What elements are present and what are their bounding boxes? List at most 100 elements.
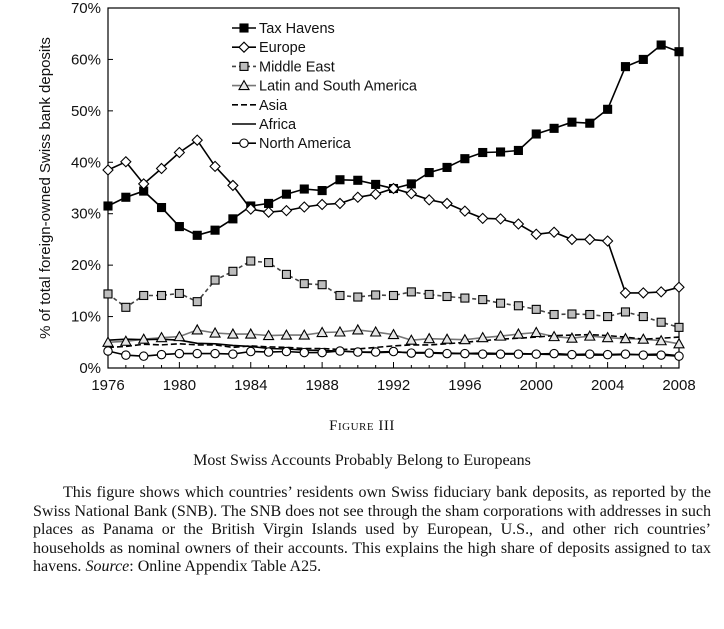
point-tax-havens bbox=[299, 184, 309, 194]
point-tax-havens bbox=[335, 175, 345, 185]
point-tax-havens bbox=[460, 154, 470, 164]
point-tax-havens bbox=[103, 201, 113, 211]
point-tax-havens bbox=[406, 179, 416, 189]
point-middle-east bbox=[406, 287, 416, 297]
point-europe bbox=[459, 205, 471, 217]
figure-label: Figure III bbox=[329, 418, 395, 434]
point-north-america bbox=[477, 349, 488, 359]
legend-label-tax-havens: Tax Havens bbox=[259, 21, 335, 37]
point-tax-havens bbox=[442, 162, 452, 172]
legend-marker-middle-east bbox=[239, 61, 249, 71]
point-tax-havens bbox=[513, 145, 523, 156]
point-europe bbox=[584, 233, 596, 246]
point-europe bbox=[387, 182, 400, 195]
legend-marker-tax-havens bbox=[239, 23, 249, 33]
legend: Tax Havens Europe Middle East Latin and Sou… bbox=[232, 21, 418, 152]
point-latin-and-south-america bbox=[119, 335, 132, 346]
axis-labels: 0% 10% 20% 30% 40% 50% 60% 70% 1976 1980 1984 1988 1… bbox=[37, 0, 696, 394]
point-middle-east bbox=[442, 291, 452, 302]
legend-label-middle-east: Middle East bbox=[259, 59, 335, 75]
point-europe bbox=[298, 201, 311, 213]
point-tax-havens bbox=[281, 189, 291, 199]
point-tax-havens bbox=[353, 175, 363, 185]
point-latin-and-south-america bbox=[351, 323, 364, 335]
point-europe bbox=[334, 197, 346, 210]
point-middle-east bbox=[139, 290, 149, 301]
point-europe bbox=[120, 155, 132, 168]
point-tax-havens bbox=[156, 202, 167, 213]
point-latin-and-south-america bbox=[405, 334, 418, 345]
line-chart: Tax Havens Europe Middle East Latin and Sou… bbox=[37, 0, 696, 394]
legend-label-europe: Europe bbox=[259, 40, 306, 56]
point-middle-east bbox=[210, 275, 220, 285]
point-middle-east bbox=[103, 289, 113, 299]
legend-marker-europe bbox=[238, 41, 250, 53]
point-europe bbox=[566, 233, 578, 246]
point-middle-east bbox=[549, 309, 559, 320]
point-middle-east bbox=[478, 295, 488, 305]
point-europe bbox=[441, 197, 453, 210]
point-north-america bbox=[620, 349, 631, 359]
series-line-middle-east bbox=[107, 260, 680, 329]
figure-title: Most Swiss Accounts Probably Belong to E… bbox=[193, 452, 531, 469]
point-middle-east bbox=[192, 297, 202, 307]
point-europe bbox=[191, 134, 203, 146]
point-north-america bbox=[406, 348, 417, 358]
point-europe bbox=[262, 206, 275, 218]
point-latin-and-south-america bbox=[209, 326, 221, 338]
point-latin-and-south-america bbox=[458, 333, 471, 345]
caption-main: This figure shows which countries’ resid… bbox=[33, 484, 711, 576]
point-north-america bbox=[210, 348, 220, 359]
point-north-america bbox=[317, 347, 327, 358]
x-tick-label: 1996 bbox=[448, 377, 481, 394]
point-latin-and-south-america bbox=[530, 326, 543, 338]
y-tick-label: 70% bbox=[71, 0, 101, 17]
point-north-america bbox=[513, 349, 524, 359]
point-north-america bbox=[674, 351, 684, 361]
point-latin-and-south-america bbox=[548, 330, 561, 342]
y-tick-label: 20% bbox=[71, 257, 101, 274]
point-latin-and-south-america bbox=[173, 330, 186, 342]
point-middle-east bbox=[317, 280, 327, 290]
point-middle-east bbox=[620, 307, 631, 317]
legend-label-latin-and-south-america: Latin and South America bbox=[259, 79, 418, 95]
point-europe bbox=[280, 204, 293, 217]
point-middle-east bbox=[460, 293, 470, 303]
point-middle-east bbox=[531, 304, 541, 314]
point-europe bbox=[423, 194, 435, 206]
point-europe bbox=[244, 203, 257, 215]
point-latin-and-south-america bbox=[191, 323, 204, 335]
point-middle-east bbox=[424, 289, 434, 300]
point-tax-havens bbox=[371, 179, 381, 189]
point-north-america bbox=[246, 346, 256, 357]
point-latin-and-south-america bbox=[566, 332, 578, 343]
point-latin-and-south-america bbox=[637, 333, 650, 344]
axes bbox=[107, 7, 680, 369]
point-north-america bbox=[424, 348, 434, 358]
point-tax-havens bbox=[656, 40, 666, 50]
point-europe bbox=[227, 179, 239, 192]
point-north-america bbox=[281, 346, 292, 357]
point-north-america bbox=[638, 350, 649, 360]
x-tick-label: 1976 bbox=[91, 377, 124, 394]
point-latin-and-south-america bbox=[280, 328, 293, 340]
point-latin-and-south-america bbox=[155, 331, 168, 343]
point-europe bbox=[316, 198, 328, 211]
point-tax-havens bbox=[674, 47, 684, 57]
point-europe bbox=[512, 218, 525, 230]
series-line-europe bbox=[107, 139, 680, 294]
point-europe bbox=[137, 178, 150, 190]
y-tick-label: 60% bbox=[71, 51, 101, 68]
point-latin-and-south-america bbox=[476, 331, 489, 343]
point-europe bbox=[155, 162, 168, 175]
point-latin-and-south-america bbox=[262, 329, 275, 341]
point-europe bbox=[548, 226, 560, 239]
point-north-america bbox=[174, 348, 185, 359]
x-tick-label: 1984 bbox=[234, 377, 267, 394]
point-middle-east bbox=[335, 290, 345, 301]
legend-marker-north-america bbox=[239, 138, 249, 148]
point-latin-and-south-america bbox=[137, 333, 150, 344]
point-tax-havens bbox=[424, 168, 434, 178]
point-middle-east bbox=[299, 279, 309, 289]
point-north-america bbox=[495, 349, 506, 359]
